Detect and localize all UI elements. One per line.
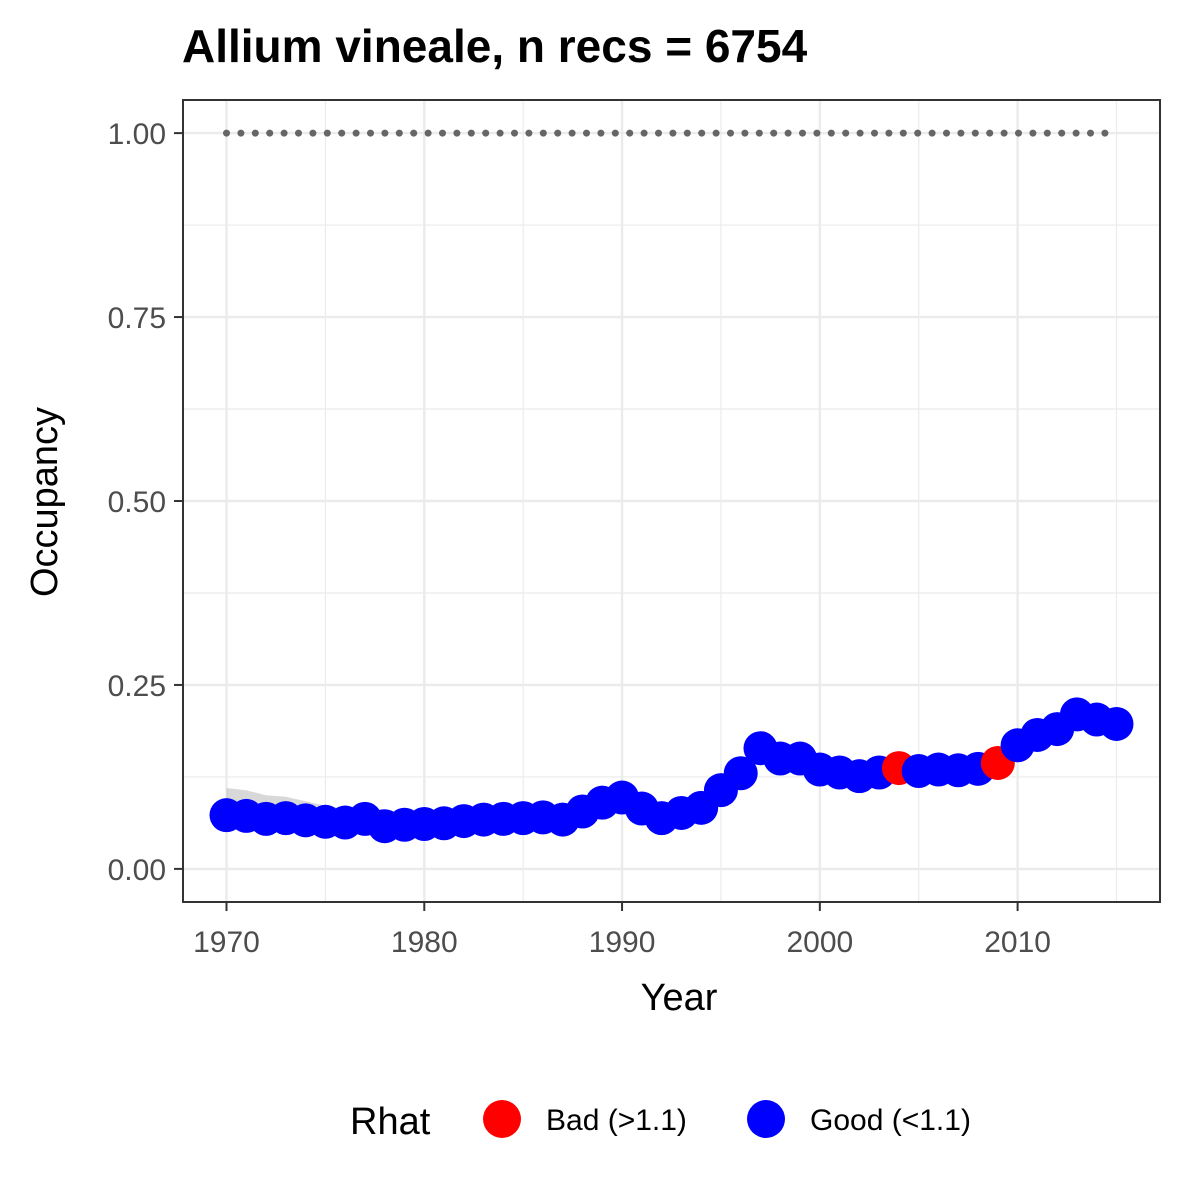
x-tick-label: 2000	[786, 926, 853, 959]
y-tick-label: 0.25	[108, 670, 166, 703]
axes: 0.00 0.25 0.50 0.75 1.00 1970 1980 1990 2000 2010	[108, 118, 1051, 959]
legend-key-good	[747, 1100, 785, 1138]
legend-label-bad: Bad (>1.1)	[546, 1104, 687, 1137]
x-axis-title: Year	[641, 977, 718, 1019]
legend-title: Rhat	[350, 1101, 431, 1143]
x-tick-label: 2010	[984, 926, 1051, 959]
chart-title: Allium vineale, n recs = 6754	[182, 20, 808, 72]
data-point	[1099, 706, 1134, 741]
x-tick-label: 1970	[193, 926, 260, 959]
legend-key-bad	[483, 1100, 521, 1138]
y-tick-label: 0.75	[108, 302, 166, 335]
y-axis-title: Occupancy	[24, 407, 66, 597]
occupancy-points	[209, 697, 1134, 844]
y-tick-label: 0.50	[108, 486, 166, 519]
x-tick-label: 1990	[589, 926, 656, 959]
data-point	[723, 756, 758, 791]
y-tick-label: 1.00	[108, 118, 166, 151]
x-tick-label: 1980	[391, 926, 458, 959]
y-tick-label: 0.00	[108, 854, 166, 887]
legend-label-good: Good (<1.1)	[810, 1104, 971, 1137]
legend: Rhat Bad (>1.1) Good (<1.1)	[350, 1100, 971, 1143]
